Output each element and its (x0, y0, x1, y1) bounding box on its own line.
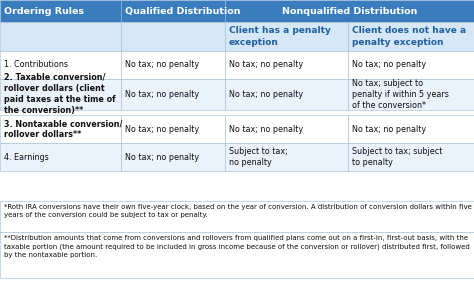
Text: Subject to tax;
no penalty: Subject to tax; no penalty (229, 147, 288, 167)
Text: No tax; no penalty: No tax; no penalty (125, 90, 199, 99)
Text: Qualified Distribution: Qualified Distribution (125, 7, 240, 16)
Bar (225, 0, 474, 22)
Bar (225, 51, 348, 79)
Bar (121, 115, 225, 143)
Text: 2. Taxable conversion/
rollover dollars (client
paid taxes at the time of
the co: 2. Taxable conversion/ rollover dollars … (4, 73, 115, 115)
Text: Subject to tax; subject
to penalty: Subject to tax; subject to penalty (352, 147, 443, 167)
Bar (121, 51, 225, 79)
Bar (225, 115, 348, 143)
Bar (225, 79, 348, 110)
Text: 4. Earnings: 4. Earnings (4, 153, 48, 162)
Text: **Distribution amounts that come from conversions and rollovers from qualified p: **Distribution amounts that come from co… (4, 235, 470, 258)
Text: Nonqualified Distribution: Nonqualified Distribution (282, 7, 417, 16)
Bar (121, 22, 225, 51)
Text: Ordering Rules: Ordering Rules (4, 7, 84, 16)
Text: No tax; no penalty: No tax; no penalty (352, 60, 426, 69)
Text: Client does not have a
penalty exception: Client does not have a penalty exception (352, 26, 466, 47)
Bar (225, 22, 348, 51)
Bar (348, 22, 474, 51)
Text: No tax; no penalty: No tax; no penalty (352, 125, 426, 134)
Bar (348, 79, 474, 110)
Text: No tax; no penalty: No tax; no penalty (125, 60, 199, 69)
Text: No tax; no penalty: No tax; no penalty (229, 90, 303, 99)
Bar (121, 143, 225, 171)
Bar (0, 51, 121, 79)
Bar (0, 79, 121, 110)
Bar (0, 22, 121, 51)
Text: 1. Contributions: 1. Contributions (4, 60, 68, 69)
Bar (348, 115, 474, 143)
Text: No tax; subject to
penalty if within 5 years
of the conversion*: No tax; subject to penalty if within 5 y… (352, 78, 449, 110)
Text: No tax; no penalty: No tax; no penalty (229, 60, 303, 69)
Bar (348, 143, 474, 171)
Text: No tax; no penalty: No tax; no penalty (229, 125, 303, 134)
Bar (121, 79, 225, 110)
Text: No tax; no penalty: No tax; no penalty (125, 153, 199, 162)
Bar (0, 115, 121, 143)
Bar (0, 201, 474, 232)
Bar (225, 143, 348, 171)
Text: *Roth IRA conversions have their own five-year clock, based on the year of conve: *Roth IRA conversions have their own fiv… (4, 204, 472, 218)
Bar (0, 143, 121, 171)
Bar (0, 232, 474, 278)
Bar (348, 51, 474, 79)
Bar (0, 0, 121, 22)
Text: No tax; no penalty: No tax; no penalty (125, 125, 199, 134)
Text: 3. Nontaxable conversion/
rollover dollars**: 3. Nontaxable conversion/ rollover dolla… (4, 119, 122, 139)
Bar (121, 0, 225, 22)
Text: Client has a penalty
exception: Client has a penalty exception (229, 26, 331, 47)
